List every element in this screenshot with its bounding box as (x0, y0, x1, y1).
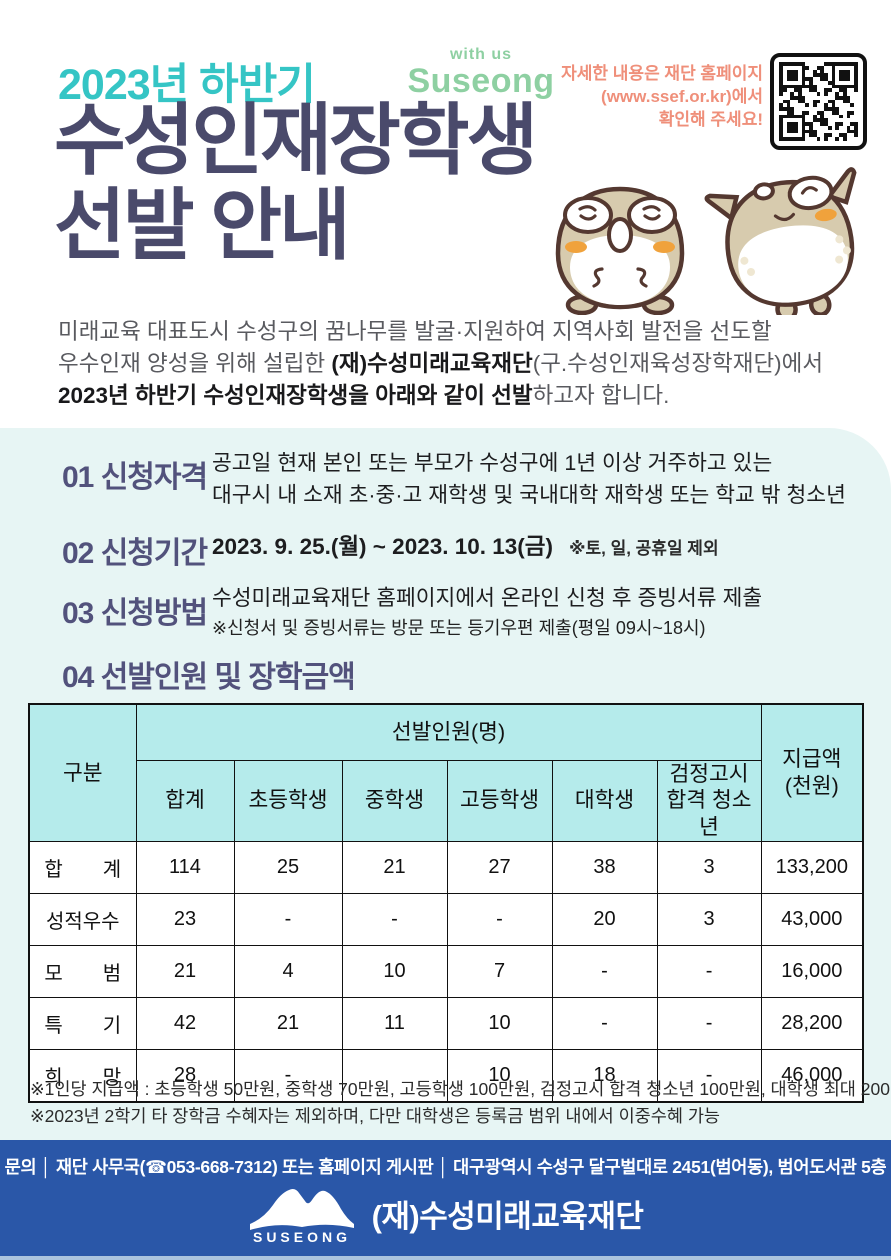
table-subheader: 고등학생 (446, 759, 553, 843)
qr-caption-line: 자세한 내용은 재단 홈페이지 (561, 64, 763, 83)
row-label: 성적우수 (28, 893, 137, 947)
section-3-label: 03 신청방법 (62, 597, 208, 630)
period-heading: 2023년 하반기 (58, 61, 316, 109)
table-cell: - (656, 945, 762, 999)
qr-caption-line: 확인해 주세요! (658, 109, 763, 129)
row-label: 특 기 (28, 997, 137, 1051)
table-cell: 3 (656, 841, 762, 895)
footer-contact: 문의 │ 재단 사무국(☎053-668-7312) 또는 홈페이지 게시판 │… (4, 1157, 887, 1177)
logo-wordmark: Suseong (407, 62, 555, 100)
table-span-header: 선발인원(명) (135, 703, 762, 761)
poster-title-line2: 선발 안내 (54, 181, 351, 270)
table-cell: 114 (135, 841, 235, 895)
table-cell: - (446, 893, 553, 947)
footer-bottom-strip (0, 1256, 891, 1260)
qr-caption-line: (www.ssef.or.kr)에서 (601, 86, 763, 106)
table-row: 모 범 21 4 10 7- -16,000 (28, 945, 864, 999)
table-cell: 11 (341, 997, 448, 1051)
table-cell (341, 1049, 448, 1103)
table-cell: - (551, 945, 658, 999)
selection-table: 구분 선발인원(명) 지급액 (천원) 합계 초등학생 중학생 고등학생 대학생… (28, 703, 865, 1103)
table-cell: - (233, 1049, 343, 1103)
table-cell: 133,200 (760, 841, 864, 895)
table-cell: 20 (551, 893, 658, 947)
table-cell: 3 (656, 893, 762, 947)
table-cell: - (551, 997, 658, 1051)
row-label: 희 망 (28, 1049, 137, 1103)
application-period-note: ※토, 일, 공휴일 제외 (568, 539, 719, 558)
section-3-body: 수성미래교육재단 홈페이지에서 온라인 신청 후 증빙서류 제출 (212, 586, 763, 610)
suseong-logo: with us Suseong (396, 46, 566, 101)
table-body: 합 계 114 25 21 27 38 3 133,200 성적우수 23- - -20 3 43,000… (28, 841, 864, 1103)
table-row: 특 기 42 21 11 10- -28,200 (28, 997, 864, 1051)
section-4-label: 04 선발인원 및 장학금액 (62, 661, 356, 694)
footer: 문의 │ 재단 사무국(☎053-668-7312) 또는 홈페이지 게시판 │… (0, 1140, 891, 1256)
poster-title-line1: 수성인재장학생 (54, 96, 538, 184)
poster-title: 수성인재장학생 선발 안내 (54, 96, 538, 270)
application-period: 2023. 9. 25.(월) ~ 2023. 10. 13(금) (212, 534, 553, 559)
footnote-line1: ※1인당 지급액 : 초등학생 50만원, 중학생 70만원, 고등학생 100… (30, 1079, 891, 1099)
table-cell: 27 (446, 841, 553, 895)
table-cell: - (656, 997, 762, 1051)
footer-logo-row: SUSEONG (재)수성미래교육재단 (0, 1182, 891, 1244)
section-1-line2: 대구시 내 소재 초·중·고 재학생 및 국내대학 재학생 또는 학교 밖 청소… (212, 483, 846, 508)
footer-org-name: (재)수성미래교육재단 (371, 1198, 644, 1234)
table-cell: 28 (135, 1049, 235, 1103)
svg-text:SUSEONG: SUSEONG (253, 1229, 351, 1244)
row-label: 합 계 (28, 841, 137, 895)
table-cell: 46,000 (760, 1049, 864, 1103)
intro-line3: 2023년 하반기 수성인재장학생을 아래와 같이 선발하고자 합니다. (58, 383, 670, 409)
table-cell: 10 (446, 1049, 553, 1103)
section-2-label: 02 신청기간 (62, 537, 208, 570)
row-label: 모 범 (28, 945, 137, 999)
section-3-note: ※신청서 및 증빙서류는 방문 또는 등기우편 제출(평일 09시~18시) (212, 618, 706, 638)
table-row: 합 계 114 25 21 27 38 3 133,200 (28, 841, 864, 895)
table-cell: 10 (446, 997, 553, 1051)
section-1-label: 01 신청자격 (62, 461, 208, 494)
section-1-line1: 공고일 현재 본인 또는 부모가 수성구에 1년 이상 거주하고 있는 (212, 451, 773, 475)
table-cell: - (656, 1049, 762, 1103)
footnotes: ※1인당 지급액 : 초등학생 50만원, 중학생 70만원, 고등학생 100… (30, 1076, 891, 1130)
table-cell: - (341, 893, 448, 947)
table-cell: 28,200 (760, 997, 864, 1051)
table-corner-header: 구분 (28, 703, 137, 843)
logo-tagline: with us (449, 46, 513, 63)
table-cell: 18 (551, 1049, 658, 1103)
table-cell: 43,000 (760, 893, 864, 947)
table-subheader: 초등학생 (233, 759, 343, 843)
table-cell: 25 (233, 841, 343, 895)
section-1-body: 공고일 현재 본인 또는 부모가 수성구에 1년 이상 거주하고 있는 대구시 … (212, 447, 846, 512)
table-subheader: 대학생 (551, 759, 658, 843)
table-cell: 7 (446, 945, 553, 999)
qr-caption: 자세한 내용은 재단 홈페이지 (www.ssef.or.kr)에서 확인해 주… (548, 63, 763, 131)
table-pay-header: 지급액 (천원) (760, 703, 864, 843)
table-cell: 42 (135, 997, 235, 1051)
mascot-illustration (555, 167, 857, 315)
table-subheader: 합계 (135, 759, 235, 843)
intro-line1: 미래교육 대표도시 수성구의 꿈나무를 발굴·지원하여 지역사회 발전을 선도할 (58, 319, 772, 344)
table-cell: 21 (233, 997, 343, 1051)
table-cell: 16,000 (760, 945, 864, 999)
table-cell: 21 (341, 841, 448, 895)
table-cell: 4 (233, 945, 343, 999)
table-subheader: 중학생 (341, 759, 448, 843)
suseong-mountain-icon: SUSEONG (249, 1189, 354, 1244)
qr-code-icon (770, 53, 867, 150)
table-subheader: 검정고시 합격 청소년 (656, 759, 762, 843)
table-cell: 10 (341, 945, 448, 999)
footnote-line2: ※2023년 2학기 타 장학금 수혜자는 제외하며, 다만 대학생은 등록금 … (30, 1106, 721, 1127)
qr-code-pattern (779, 62, 858, 141)
intro-line2: 우수인재 양성을 위해 설립한 (재)수성미래교육재단(구.수성인재육성장학재단… (58, 351, 824, 377)
table-cell: 21 (135, 945, 235, 999)
table-row: 희 망 28-10 18-46,000 (28, 1049, 864, 1103)
table-cell: - (233, 893, 343, 947)
table-row: 성적우수 23- - -20 3 43,000 (28, 893, 864, 947)
table-cell: 23 (135, 893, 235, 947)
table-cell: 38 (551, 841, 658, 895)
intro-paragraph: 미래교육 대표도시 수성구의 꿈나무를 발굴·지원하여 지역사회 발전을 선도할… (58, 316, 823, 413)
section-2-body: 2023. 9. 25.(월) ~ 2023. 10. 13(금) ※토, 일,… (212, 530, 719, 564)
